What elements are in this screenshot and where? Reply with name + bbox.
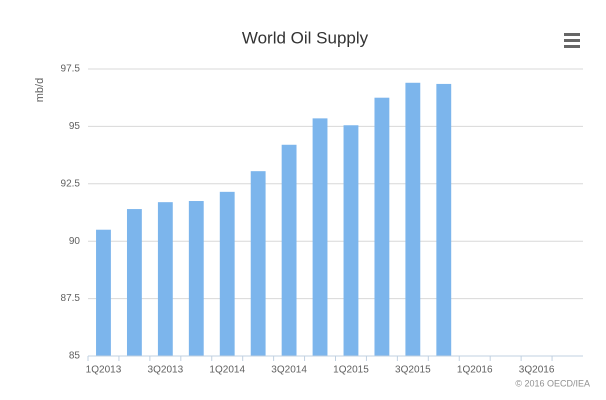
chart-title: World Oil Supply [242,28,369,47]
bar [157,202,173,356]
credit: © 2016 OECD/IEA [515,378,590,388]
x-tick-label: 1Q2013 [86,365,122,376]
x-tick-label: 1Q2015 [333,365,369,376]
bar [188,201,204,356]
x-tick-label: 1Q2016 [457,365,493,376]
bar [436,83,452,356]
bar [312,118,328,356]
y-tick-label: 85 [69,351,81,362]
menu-bar [564,39,580,42]
menu-icon[interactable] [564,33,580,48]
x-tick-label: 1Q2014 [209,365,245,376]
bar [343,125,359,356]
y-tick-label: 90 [69,236,81,247]
x-tick-label: 3Q2015 [395,365,431,376]
menu-bar [564,33,580,36]
bar [374,97,390,356]
bar [126,209,142,356]
x-tick-label: 3Q2013 [148,365,184,376]
x-tick-label: 3Q2014 [271,365,307,376]
bar [281,144,297,356]
menu-bar [564,45,580,48]
bar [219,191,235,356]
y-tick-label: 87.5 [61,293,81,304]
y-tick-label: 92.5 [61,178,81,189]
y-tick-label: 95 [69,121,81,132]
bar [250,171,266,356]
x-tick-label: 3Q2016 [519,365,555,376]
y-axis-label: mb/d [34,78,46,102]
y-tick-label: 97.5 [61,64,81,75]
bar [96,229,111,356]
bar [405,82,421,356]
